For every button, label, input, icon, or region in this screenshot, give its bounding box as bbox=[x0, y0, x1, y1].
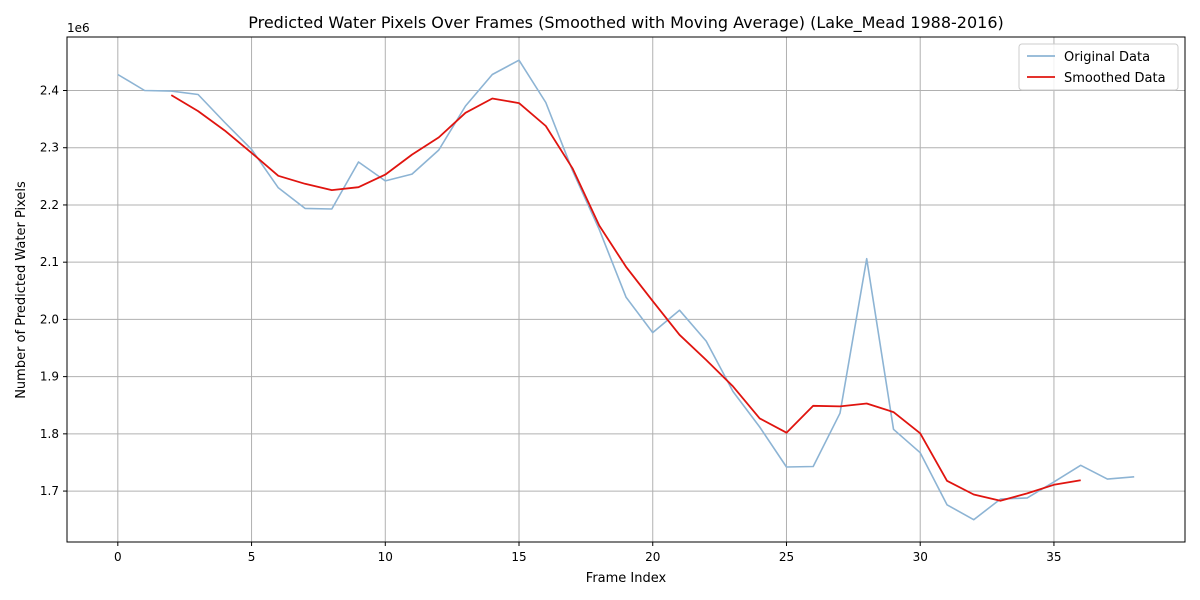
y-tick-label: 2.0 bbox=[40, 312, 59, 326]
x-tick-label: 30 bbox=[913, 550, 928, 564]
x-tick-label: 0 bbox=[114, 550, 122, 564]
x-tick-label: 15 bbox=[511, 550, 526, 564]
x-axis-label: Frame Index bbox=[586, 571, 667, 586]
plot-frame bbox=[66, 36, 1186, 543]
y-tick-label: 1.8 bbox=[40, 427, 59, 441]
y-tick-label: 1.7 bbox=[40, 484, 59, 498]
y-tick-label: 2.4 bbox=[40, 84, 59, 98]
y-axis-offset-label: 1e6 bbox=[67, 21, 90, 35]
y-tick-label: 2.3 bbox=[40, 141, 59, 155]
legend-label-original: Original Data bbox=[1064, 50, 1150, 65]
x-tick-label: 20 bbox=[645, 550, 660, 564]
legend-label-smoothed: Smoothed Data bbox=[1064, 71, 1166, 86]
x-tick-label: 5 bbox=[248, 550, 256, 564]
legend: Original Data Smoothed Data bbox=[1018, 43, 1179, 91]
y-tick-label: 1.9 bbox=[40, 370, 59, 384]
plot-lines bbox=[117, 59, 1135, 521]
series-line-smoothed bbox=[170, 94, 1081, 502]
y-axis-label: Number of Predicted Water Pixels bbox=[14, 181, 29, 399]
chart-title: Predicted Water Pixels Over Frames (Smoo… bbox=[248, 13, 1004, 33]
y-axis-ticks: 1.7 1.8 1.9 2.0 2.1 2.2 2.3 2.4 bbox=[40, 84, 67, 498]
grid-lines bbox=[67, 37, 1185, 542]
x-tick-label: 35 bbox=[1046, 550, 1061, 564]
x-tick-label: 10 bbox=[378, 550, 393, 564]
x-tick-label: 25 bbox=[779, 550, 794, 564]
legend-box bbox=[1018, 43, 1179, 91]
series-line-original bbox=[117, 59, 1135, 521]
x-axis-ticks: 0 5 10 15 20 25 30 35 bbox=[114, 542, 1062, 564]
y-tick-label: 2.2 bbox=[40, 198, 59, 212]
y-tick-label: 2.1 bbox=[40, 255, 59, 269]
